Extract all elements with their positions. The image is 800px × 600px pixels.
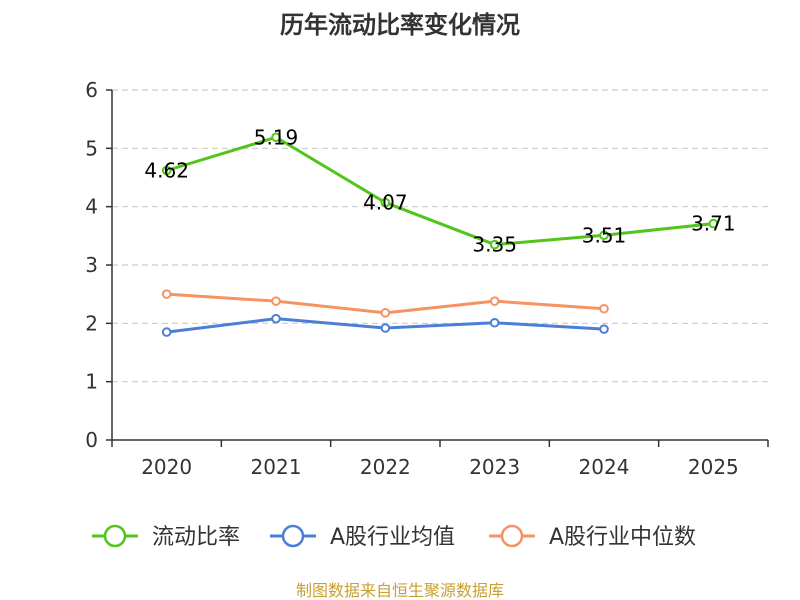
data-point[interactable] <box>380 323 391 333</box>
data-point[interactable] <box>380 308 391 318</box>
legend-label: 流动比率 <box>152 525 240 550</box>
y-tick-label: 3 <box>85 253 98 277</box>
tick-labels: 0 1 2 3 4 5 6 2020 2021 2022 2023 2024 2025 <box>85 78 739 479</box>
legend-label: A股行业均值 <box>330 525 455 550</box>
data-point[interactable] <box>599 324 609 334</box>
legend-label: A股行业中位数 <box>549 525 696 550</box>
data-labels: 4.62 5.19 4.07 3.35 3.51 3.71 <box>144 125 735 256</box>
data-point[interactable] <box>271 313 281 324</box>
axes <box>106 89 769 447</box>
y-tick-label: 6 <box>85 78 98 102</box>
data-label: 4.62 <box>144 159 189 183</box>
legend-marker-icon <box>103 524 127 548</box>
data-point[interactable] <box>489 239 500 250</box>
legend-item-2[interactable]: A股行业中位数 <box>489 524 696 550</box>
data-point[interactable] <box>599 230 609 241</box>
data-point[interactable] <box>161 165 172 176</box>
grid-lines <box>112 89 768 383</box>
y-tick-label: 4 <box>85 195 98 219</box>
data-point[interactable] <box>599 303 609 314</box>
series-group <box>161 132 719 337</box>
data-label: 3.51 <box>582 223 627 247</box>
x-tick-label: 2022 <box>360 455 411 479</box>
y-tick-label: 1 <box>85 370 98 394</box>
y-tick-label: 5 <box>85 136 98 160</box>
legend-item-1[interactable]: A股行业均值 <box>270 524 455 550</box>
data-label: 3.71 <box>691 212 736 236</box>
data-point[interactable] <box>271 296 281 306</box>
x-tick-label: 2023 <box>469 455 520 479</box>
x-tick-label: 2024 <box>579 455 630 479</box>
data-label: 3.35 <box>472 233 517 257</box>
data-label: 4.07 <box>363 191 408 215</box>
data-point[interactable] <box>708 218 719 229</box>
data-point[interactable] <box>271 132 281 143</box>
legend-marker-icon <box>281 524 305 548</box>
legend-marker-icon <box>500 524 524 548</box>
data-point[interactable] <box>161 289 172 299</box>
x-tick-label: 2021 <box>251 455 302 479</box>
chart-title: 历年流动比率变化情况 <box>280 11 520 39</box>
x-tick-label: 2025 <box>688 455 739 479</box>
legend[interactable]: 流动比率 A股行业均值 A股行业中位数 <box>92 524 696 550</box>
series-line-0 <box>166 135 714 247</box>
data-point[interactable] <box>380 197 391 208</box>
legend-item-0[interactable]: 流动比率 <box>92 524 240 550</box>
data-point[interactable] <box>489 296 500 306</box>
x-tick-label: 2020 <box>141 455 192 479</box>
data-point[interactable] <box>489 317 500 328</box>
source-note: 制图数据来自恒生聚源数据库 <box>296 581 504 600</box>
y-tick-label: 0 <box>85 428 98 452</box>
data-label: 5.19 <box>254 125 299 149</box>
data-point[interactable] <box>161 327 172 337</box>
y-tick-label: 2 <box>85 311 98 335</box>
